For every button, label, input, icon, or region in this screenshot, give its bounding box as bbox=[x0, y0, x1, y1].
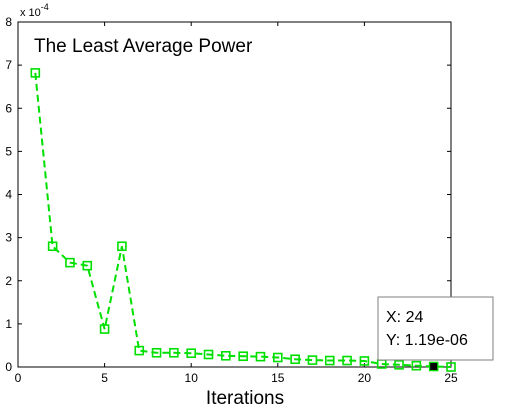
y-tick-label: 1 bbox=[5, 317, 12, 331]
data-point bbox=[186, 348, 196, 359]
data-point bbox=[65, 257, 75, 268]
x-axis-label: Iterations bbox=[206, 388, 284, 409]
data-point bbox=[394, 360, 404, 370]
data-point bbox=[446, 362, 456, 372]
axis-ticks: 0 5 10 15 20 25 0 1 2 3 4 5 6 7 8 bbox=[5, 15, 458, 385]
data-point bbox=[99, 324, 110, 334]
x-tick-label: 25 bbox=[444, 371, 458, 385]
data-point bbox=[324, 355, 335, 366]
data-point bbox=[255, 351, 266, 362]
y-tick-label: 0 bbox=[5, 360, 12, 374]
data-point bbox=[221, 350, 231, 361]
chart-title: The Least Average Power bbox=[34, 36, 253, 57]
y-tick-label: 6 bbox=[5, 101, 12, 115]
data-point bbox=[82, 260, 93, 271]
x-tick-label: 15 bbox=[271, 371, 285, 385]
y-tick-label: 8 bbox=[5, 15, 12, 29]
y-tick-label: 2 bbox=[5, 274, 12, 288]
data-point bbox=[359, 356, 370, 366]
datatip-x-value: X: 24 bbox=[386, 309, 423, 326]
data-point bbox=[30, 68, 41, 78]
data-point bbox=[342, 355, 352, 366]
data-point bbox=[238, 351, 248, 362]
y-exponent-base: x 10 bbox=[20, 7, 41, 19]
y-exponent-power: -4 bbox=[41, 2, 49, 12]
data-point bbox=[272, 352, 283, 363]
data-point bbox=[203, 349, 214, 360]
data-point bbox=[428, 361, 439, 372]
series-layer bbox=[30, 68, 456, 372]
y-tick-label: 7 bbox=[5, 58, 12, 72]
datatip-marker[interactable] bbox=[430, 362, 438, 370]
data-point bbox=[307, 355, 318, 365]
datatip[interactable]: X: 24 Y: 1.19e-06 bbox=[377, 296, 494, 361]
data-point bbox=[151, 347, 162, 358]
data-point bbox=[134, 345, 145, 356]
x-tick-label: 0 bbox=[15, 371, 22, 385]
y-tick-label: 3 bbox=[5, 231, 12, 245]
y-exponent-label: x 10-4 bbox=[20, 2, 49, 19]
data-point bbox=[290, 354, 300, 365]
data-point bbox=[47, 241, 58, 252]
data-point bbox=[169, 347, 179, 358]
x-tick-label: 5 bbox=[101, 371, 108, 385]
y-tick-label: 5 bbox=[5, 144, 12, 158]
x-tick-label: 20 bbox=[358, 371, 372, 385]
datatip-box[interactable] bbox=[377, 296, 494, 361]
data-point bbox=[411, 360, 422, 371]
datatip-y-value: Y: 1.19e-06 bbox=[386, 332, 468, 349]
y-tick-label: 4 bbox=[5, 188, 12, 202]
x-tick-label: 10 bbox=[185, 371, 199, 385]
series-line bbox=[34, 72, 452, 368]
data-point bbox=[117, 241, 127, 252]
